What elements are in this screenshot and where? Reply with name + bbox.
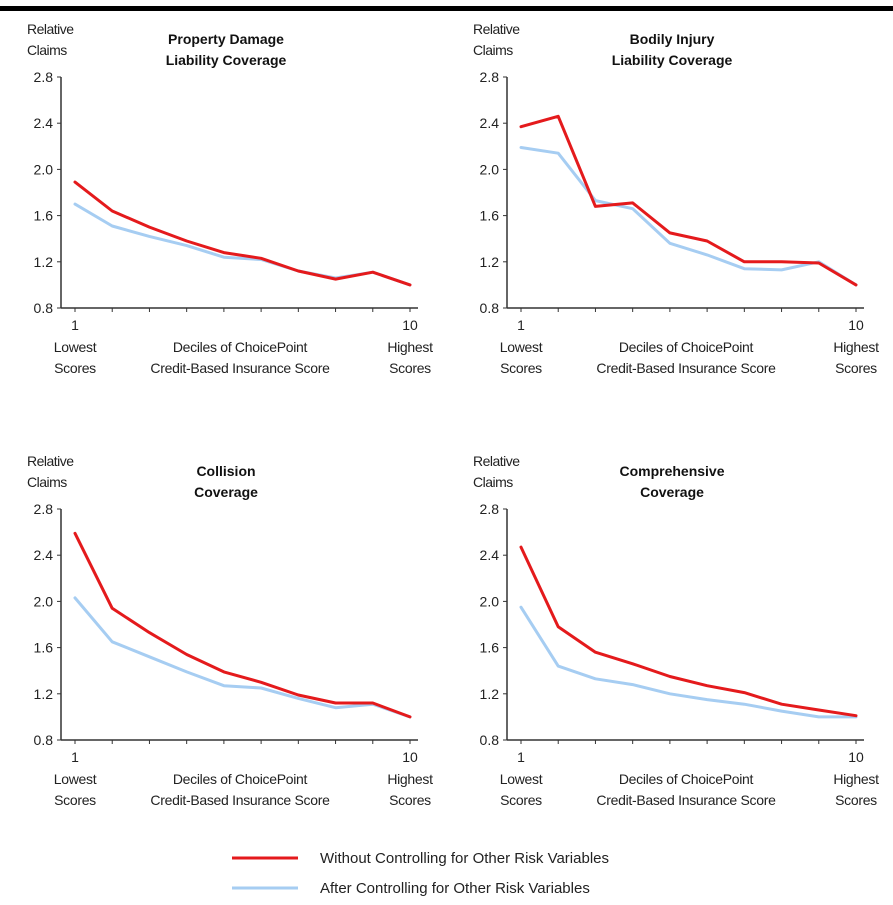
chart-title-line: Liability Coverage — [166, 52, 287, 68]
x-tick-label: 1 — [71, 749, 79, 765]
x-axis-label-line: Credit-Based Insurance Score — [150, 792, 330, 808]
chart-title-line: Collision — [196, 463, 255, 479]
y-tick-label: 0.8 — [480, 300, 500, 316]
y-axis-label-line: Claims — [473, 42, 513, 58]
chart-title-line: Property Damage — [168, 31, 284, 47]
x-high-label-line: Highest — [387, 339, 433, 355]
y-tick-label: 1.6 — [480, 640, 500, 656]
y-axis-label-line: Relative — [473, 453, 520, 469]
y-tick-label: 2.8 — [480, 69, 500, 85]
legend-svg: Without Controlling for Other Risk Varia… — [232, 850, 609, 897]
x-high-label-line: Scores — [389, 360, 431, 376]
y-tick-label: 1.6 — [480, 208, 500, 224]
series-line-after — [519, 605, 858, 719]
y-tick-label: 2.8 — [480, 501, 500, 517]
y-tick-label: 0.8 — [34, 300, 54, 316]
x-low-label-line: Lowest — [54, 339, 97, 355]
x-tick-label: 10 — [848, 749, 864, 765]
x-tick-label: 10 — [402, 749, 418, 765]
series-line-without — [73, 180, 412, 287]
legend-label-after: After Controlling for Other Risk Variabl… — [320, 880, 590, 897]
x-low-label-line: Scores — [500, 360, 542, 376]
y-tick-label: 2.0 — [480, 161, 500, 177]
chart-comprehensive: Relative Claims Comprehensive Coverage 2.8 2.… — [446, 452, 892, 852]
x-axis-label-line: Deciles of ChoicePoint — [173, 771, 308, 787]
x-low-label-line: Lowest — [500, 339, 543, 355]
series-line-after — [73, 596, 412, 719]
y-tick-label: 1.6 — [34, 208, 54, 224]
x-low-label-line: Lowest — [54, 771, 97, 787]
y-tick-label: 1.2 — [34, 686, 54, 702]
y-tick-label: 2.4 — [480, 115, 500, 131]
x-high-label-line: Scores — [389, 792, 431, 808]
x-high-label-line: Scores — [835, 360, 877, 376]
series-line-without — [73, 531, 412, 719]
chart-title-line: Bodily Injury — [630, 31, 715, 47]
y-axis-label-line: Relative — [473, 21, 520, 37]
y-tick-label: 2.0 — [480, 593, 500, 609]
chart-svg-comprehensive: Relative Claims Comprehensive Coverage 2.8 2.… — [473, 453, 879, 808]
chart-bodily-injury: Relative Claims Bodily Injury Liability Cov… — [446, 20, 892, 420]
x-tick-label: 10 — [848, 317, 864, 333]
y-tick-label: 2.0 — [34, 161, 54, 177]
y-tick-label: 1.2 — [480, 254, 500, 270]
chart-title-line: Coverage — [194, 484, 258, 500]
y-axis-label-line: Claims — [473, 474, 513, 490]
x-low-label-line: Scores — [54, 792, 96, 808]
x-low-label-line: Lowest — [500, 771, 543, 787]
x-low-label-line: Scores — [500, 792, 542, 808]
x-axis-label-line: Deciles of ChoicePoint — [619, 771, 754, 787]
x-tick-label: 1 — [71, 317, 79, 333]
x-tick-label: 1 — [517, 317, 525, 333]
y-tick-label: 2.8 — [34, 69, 54, 85]
x-low-label-line: Scores — [54, 360, 96, 376]
chart-title-line: Coverage — [640, 484, 704, 500]
x-high-label-line: Highest — [387, 771, 433, 787]
x-axis-label-line: Credit-Based Insurance Score — [596, 792, 776, 808]
series-line-without — [519, 545, 858, 718]
x-high-label-line: Highest — [833, 771, 879, 787]
y-axis-label-line: Relative — [27, 21, 74, 37]
x-tick-label: 1 — [517, 749, 525, 765]
series-line-after — [519, 146, 858, 287]
y-tick-label: 1.2 — [480, 686, 500, 702]
y-tick-label: 2.4 — [34, 115, 54, 131]
x-high-label-line: Scores — [835, 792, 877, 808]
y-tick-label: 2.8 — [34, 501, 54, 517]
y-tick-label: 2.4 — [480, 547, 500, 563]
chart-svg-property-damage: Relative Claims Property Damage Liability C… — [27, 21, 433, 376]
y-axis-label-line: Claims — [27, 474, 67, 490]
chart-svg-collision: Relative Claims Collision Coverage 2.8 2.4 2.0… — [27, 453, 433, 808]
chart-svg-bodily-injury: Relative Claims Bodily Injury Liability Cov… — [473, 21, 879, 376]
series-line-without — [519, 114, 858, 287]
chart-title-line: Liability Coverage — [612, 52, 733, 68]
chart-property-damage: Relative Claims Property Damage Liability C… — [0, 20, 446, 420]
y-axis-label-line: Claims — [27, 42, 67, 58]
y-axis-label-line: Relative — [27, 453, 74, 469]
legend: Without Controlling for Other Risk Varia… — [0, 840, 893, 900]
legend-label-without: Without Controlling for Other Risk Varia… — [320, 850, 609, 867]
y-tick-label: 1.2 — [34, 254, 54, 270]
y-tick-label: 2.0 — [34, 593, 54, 609]
y-tick-label: 0.8 — [480, 732, 500, 748]
chart-collision: Relative Claims Collision Coverage 2.8 2.4 2.0… — [0, 452, 446, 852]
chart-title-line: Comprehensive — [619, 463, 724, 479]
x-high-label-line: Highest — [833, 339, 879, 355]
y-tick-label: 2.4 — [34, 547, 54, 563]
x-axis-label-line: Deciles of ChoicePoint — [173, 339, 308, 355]
x-axis-label-line: Deciles of ChoicePoint — [619, 339, 754, 355]
top-rule — [0, 6, 893, 11]
y-tick-label: 1.6 — [34, 640, 54, 656]
x-axis-label-line: Credit-Based Insurance Score — [150, 360, 330, 376]
x-axis-label-line: Credit-Based Insurance Score — [596, 360, 776, 376]
x-tick-label: 10 — [402, 317, 418, 333]
y-tick-label: 0.8 — [34, 732, 54, 748]
